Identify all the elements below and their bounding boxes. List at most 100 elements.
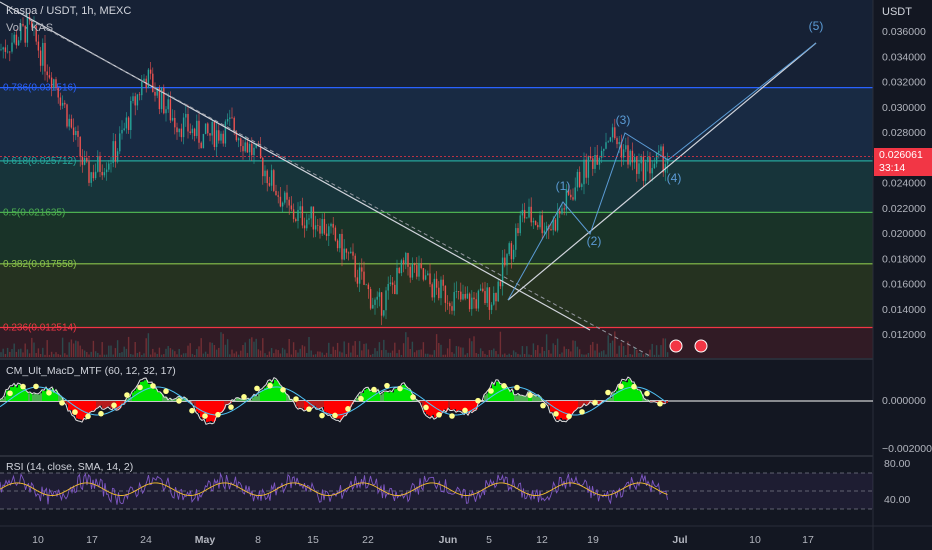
macd-histogram-bar: [374, 390, 376, 401]
macd-histogram-bar: [338, 401, 340, 419]
candle-body: [17, 40, 20, 46]
volume-bar: [616, 353, 618, 357]
macd-histogram-bar: [522, 395, 524, 401]
volume-bar: [466, 353, 469, 357]
macd-histogram-bar: [646, 399, 648, 401]
macd-histogram-bar: [452, 401, 454, 410]
price-tick-label: 0.030000: [882, 102, 926, 114]
candle-body: [563, 208, 565, 210]
volume-bar: [532, 343, 535, 357]
candle-body: [306, 219, 308, 229]
macd-histogram-bar: [86, 401, 88, 418]
macd-histogram-bar: [264, 387, 266, 401]
candle-body: [367, 284, 370, 290]
symbol-title[interactable]: Kaspa / USDT, 1h, MEXC: [6, 5, 132, 17]
macd-histogram-bar: [72, 401, 74, 414]
time-axis[interactable]: 10 17 24 May 8 15 22 Jun 5 12 19 Jul 10 17: [32, 534, 814, 546]
candle-body: [169, 99, 172, 121]
macd-histogram-bar: [120, 401, 122, 408]
macd-cross-dot: [33, 383, 39, 390]
volume-bar: [391, 350, 394, 357]
wave-label[interactable]: (3): [616, 113, 631, 127]
macd-histogram-bar: [168, 399, 170, 401]
candle-body: [600, 150, 603, 158]
candle-body: [99, 155, 101, 172]
wave-label[interactable]: (4): [667, 171, 682, 185]
trendline-drawings[interactable]: (1) (2) (3) (4) (5): [0, 1, 873, 357]
candle-body: [53, 79, 55, 88]
macd-histogram-bar: [642, 394, 644, 401]
wave-label[interactable]: (5): [809, 19, 824, 33]
macd-histogram-bar: [42, 390, 44, 401]
event-flag-icon[interactable]: [694, 339, 708, 353]
candle-body: [433, 278, 436, 298]
rsi-legend[interactable]: RSI (14, close, SMA, 14, 2): [6, 461, 134, 473]
volume-bar: [143, 353, 145, 357]
time-tick-label: 17: [86, 534, 98, 546]
macd-histogram-bar: [286, 394, 288, 401]
volume-bar: [374, 348, 376, 357]
candle-body: [482, 288, 484, 292]
macd-histogram-bar: [644, 398, 646, 401]
candle-body: [105, 169, 108, 173]
volume-bar: [204, 351, 207, 357]
volume-bar: [440, 344, 442, 357]
time-tick-label: 17: [802, 534, 814, 546]
volume-bar: [554, 345, 557, 357]
candle-body: [134, 96, 136, 106]
macd-histogram-bar: [650, 401, 652, 402]
volume-bar: [596, 343, 598, 357]
candle-body: [541, 215, 543, 234]
candle-body: [352, 251, 354, 256]
candle-body: [567, 189, 570, 195]
macd-cross-dot: [215, 411, 221, 418]
volume-bar: [655, 345, 658, 357]
volume-bar: [248, 338, 251, 357]
candle-body: [644, 162, 647, 181]
macd-histogram-bar: [28, 393, 30, 401]
currency-label[interactable]: USDT: [882, 6, 912, 18]
event-flag-icon[interactable]: [669, 339, 683, 353]
fibonacci-retracement[interactable]: 0.786(0.031516) 0.618(0.025712) 0.5(0.0216…: [0, 0, 873, 358]
macd-histogram-bar: [572, 401, 574, 414]
macd-histogram-bar: [212, 401, 214, 422]
volume-bar: [24, 343, 26, 357]
volume-bar: [548, 350, 550, 357]
elliott-wave-path[interactable]: [507, 42, 817, 301]
candle-body: [508, 243, 510, 255]
candle-body: [33, 25, 35, 28]
volume-legend[interactable]: Vol · KAS: [6, 22, 54, 34]
macd-histogram-bar: [242, 399, 244, 401]
candle-body: [449, 303, 451, 307]
macd-histogram-bar: [150, 383, 152, 401]
macd-histogram-bar: [460, 401, 462, 411]
candle-body: [288, 199, 290, 206]
macd-histogram-bar: [504, 386, 506, 401]
candle-body: [94, 171, 97, 179]
volume-bar: [9, 351, 11, 357]
candle-body: [572, 197, 574, 200]
macd-histogram-bar: [506, 386, 508, 401]
volume-bar: [123, 346, 125, 357]
volume-bar: [22, 352, 24, 357]
ascending-trendline[interactable]: [507, 42, 817, 301]
wave-label[interactable]: (2): [587, 234, 602, 248]
candle-body: [343, 248, 345, 260]
descending-trendline-dashed[interactable]: [29, 19, 651, 357]
macd-histogram-bar: [54, 392, 56, 401]
macd-legend[interactable]: CM_Ult_MacD_MTF (60, 12, 32, 17): [6, 365, 176, 377]
macd-histogram-bar: [260, 390, 262, 401]
candle-body: [576, 171, 579, 188]
volume-bar: [68, 342, 70, 357]
macd-histogram-bar: [306, 401, 308, 410]
volume-bar: [202, 353, 205, 357]
wave-label[interactable]: (1): [556, 179, 571, 193]
volume-bar: [270, 348, 273, 357]
macd-histogram-bar: [462, 401, 464, 412]
candle-body: [633, 157, 636, 163]
macd-cross-dot: [657, 400, 663, 407]
volume-bar: [132, 354, 134, 357]
macd-cross-dot: [46, 389, 52, 396]
macd-histogram-bar: [510, 392, 512, 401]
